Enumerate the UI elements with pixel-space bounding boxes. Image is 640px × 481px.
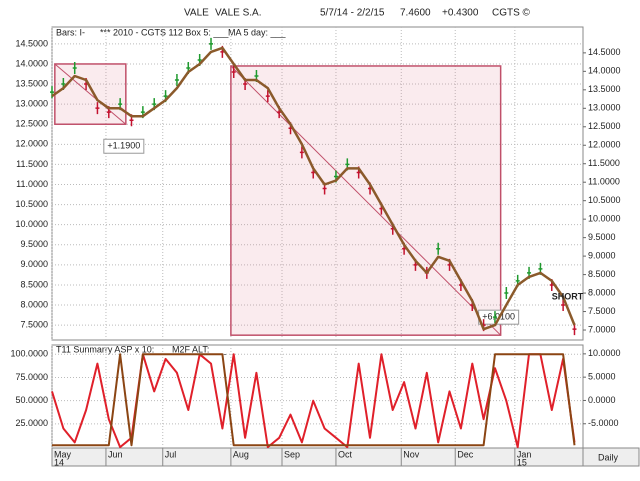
y-tick-label: 75.0000 — [15, 372, 48, 382]
price-bar — [299, 146, 304, 159]
y2-tick-label: 11.0000 — [588, 177, 620, 187]
price-bar — [209, 37, 214, 50]
y2-tick-label: 14.5000 — [588, 47, 621, 57]
y-tick-label: 10.5000 — [15, 199, 48, 209]
x-tick-label: Oct — [338, 449, 353, 459]
x-tick-label: Jan — [517, 449, 532, 459]
x-tick-label: Dec — [457, 449, 474, 459]
y2-tick-label: 5.0000 — [588, 372, 616, 382]
price-bar — [95, 102, 100, 115]
price-bar — [561, 299, 566, 312]
y-tick-label: 14.0000 — [15, 58, 48, 68]
y2-tick-label: 7.5000 — [588, 306, 616, 316]
source: CGTS © — [492, 8, 531, 19]
legend-alt: M2F ALT: ___ — [172, 344, 228, 354]
price-bar — [231, 66, 236, 79]
y2-tick-label: 10.0000 — [588, 214, 621, 224]
moving-average — [51, 46, 576, 331]
x-tick-label: Aug — [233, 449, 249, 459]
gain-label-box — [103, 138, 145, 154]
y-tick-label: 25.0000 — [15, 418, 48, 428]
time-axis — [51, 447, 584, 467]
price-bar — [572, 323, 577, 336]
price-change: +0.4300 — [442, 8, 479, 19]
price-bar — [174, 74, 179, 87]
y2-tick-label: 0.0000 — [588, 395, 616, 405]
y2-tick-label: 10.0000 — [588, 348, 621, 358]
y2-tick-label: 8.5000 — [588, 269, 616, 279]
y-tick-label: 11.0000 — [16, 179, 48, 189]
price-bar — [436, 242, 441, 255]
price-panel — [51, 26, 584, 341]
trade-diagonal — [230, 65, 502, 336]
annotation: SHORT — [552, 291, 584, 301]
x-tick-label: Sep — [284, 449, 300, 459]
x-tick-label: Jun — [108, 449, 123, 459]
y-tick-label: 100.0000 — [10, 349, 48, 359]
legend-osc: T11 Sunmarry ASP x 10: ___ — [56, 344, 173, 354]
y-tick-label: 14.5000 — [15, 38, 48, 48]
y2-tick-label: 8.0000 — [588, 287, 616, 297]
y2-tick-label: 13.5000 — [588, 84, 621, 94]
symbol: VALE — [184, 8, 209, 19]
price-bar — [265, 90, 270, 103]
y-tick-label: 12.0000 — [15, 139, 48, 149]
y-tick-label: 12.5000 — [15, 119, 48, 129]
legend-ma: MA 5 day: ___ — [228, 27, 287, 37]
period-box — [582, 447, 640, 467]
y-tick-label: 8.5000 — [20, 279, 48, 289]
y2-tick-label: 7.0000 — [588, 324, 616, 334]
y2-tick-label: 10.5000 — [588, 195, 621, 205]
date-range: 5/7/14 - 2/2/15 — [320, 8, 385, 19]
price-bar — [504, 286, 509, 299]
y-tick-label: 9.0000 — [20, 259, 48, 269]
x-tick-label: May — [54, 449, 72, 459]
x-tick-label: Jul — [165, 449, 177, 459]
price-bar — [492, 311, 497, 324]
x-tick-label: Nov — [403, 449, 420, 459]
y2-tick-label: 12.5000 — [588, 121, 621, 131]
last-price: 7.4600 — [400, 8, 431, 19]
y-tick-label: 11.5000 — [16, 159, 48, 169]
y-tick-label: 13.5000 — [15, 78, 48, 88]
price-bar — [72, 61, 77, 74]
gain-label: +1.1900 — [107, 141, 140, 151]
y2-tick-label: 9.0000 — [588, 250, 616, 260]
y-tick-label: 8.0000 — [20, 299, 48, 309]
y-tick-label: 7.5000 — [20, 320, 48, 330]
y-tick-label: 13.0000 — [15, 99, 48, 109]
y2-tick-label: 13.0000 — [588, 103, 621, 113]
x-tick-year: 15 — [517, 457, 527, 467]
y2-tick-label: -5.0000 — [588, 418, 619, 428]
y2-tick-label: 11.5000 — [588, 158, 620, 168]
x-tick-year: 14 — [54, 457, 64, 467]
legend-bars: Bars: I- — [56, 27, 85, 37]
y2-tick-label: 12.0000 — [588, 140, 621, 150]
company-name: VALE S.A. — [215, 8, 262, 19]
legend-box: *** 2010 - CGTS 112 Box 5: ___ — [100, 27, 229, 37]
x-axis-label: Daily — [598, 452, 619, 462]
alt-line — [52, 353, 576, 447]
y-tick-label: 10.0000 — [15, 219, 48, 229]
y2-tick-label: 9.5000 — [588, 232, 616, 242]
y2-tick-label: 14.0000 — [588, 66, 621, 76]
y-tick-label: 9.5000 — [20, 239, 48, 249]
y-tick-label: 50.0000 — [15, 395, 48, 405]
trade-diagonal — [54, 63, 127, 125]
